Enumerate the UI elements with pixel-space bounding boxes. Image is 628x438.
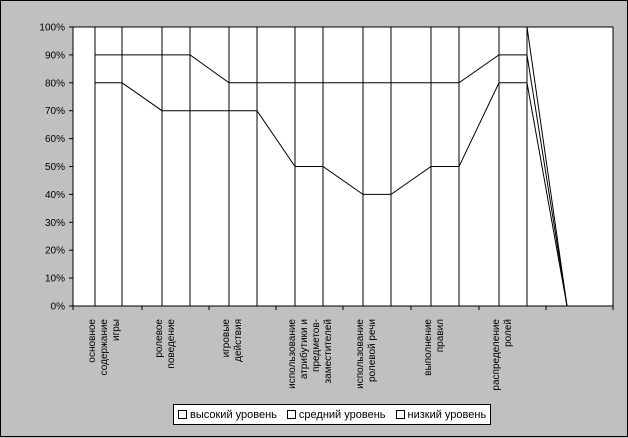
series-line-0 (95, 26, 568, 307)
legend-swatch-icon (395, 410, 405, 419)
legend: высокий уровень средний уровень низкий у… (173, 404, 492, 425)
category-label-line: игровые (221, 319, 232, 358)
category-label-line: использование (355, 319, 366, 389)
category-label-line: действия (233, 319, 244, 362)
y-tick-label: 40% (45, 190, 65, 201)
legend-swatch-icon (178, 410, 187, 419)
category-label: выполнение правил (423, 319, 446, 376)
category-label-line: выполнение (423, 319, 434, 376)
series-line-2 (95, 82, 568, 307)
legend-entry-medium: средний уровень (286, 408, 386, 421)
legend-entry-high: высокий уровень (178, 409, 277, 421)
category-label-line: игры (111, 319, 122, 341)
y-tick-label: 80% (45, 78, 65, 89)
category-label-line: поведение (166, 319, 177, 369)
y-tick-label: 100% (39, 23, 65, 34)
category-label: основное содержание игры (87, 319, 122, 376)
category-label: использование ролевой речи (355, 319, 378, 389)
y-tick-label: 10% (45, 274, 65, 285)
category-label-line: ролевое (154, 319, 165, 358)
category-label-line: правил (435, 319, 446, 352)
category-label-line: распределение (491, 319, 502, 391)
plot-area (72, 26, 614, 307)
category-label-line: содержание (99, 319, 110, 376)
category-label-line: атрибутики и (298, 319, 310, 379)
series-line-1 (95, 54, 568, 307)
legend-swatch-icon (286, 410, 296, 419)
y-tick-label: 20% (45, 246, 65, 257)
legend-label: низкий уровень (407, 408, 487, 421)
category-label-line: использование (287, 319, 298, 389)
category-label-line: предметов- (311, 319, 322, 372)
category-label-line: ролей (503, 319, 514, 347)
legend-label: высокий уровень (190, 408, 277, 421)
category-label: игровые действия (221, 319, 244, 362)
y-tick-label: 50% (45, 162, 65, 173)
y-tick-label: 90% (45, 50, 65, 61)
category-label: использование атрибутики и предметов-замес… (287, 319, 334, 389)
category-label-line: заместителей (323, 319, 334, 383)
y-tick-label: 60% (45, 134, 65, 145)
y-tick-label: 0% (51, 302, 66, 313)
y-tick-label: 70% (45, 106, 65, 117)
category-label-line: ролевой речи (367, 319, 378, 382)
y-tick-label: 30% (45, 218, 65, 229)
category-label: ролевое поведение (154, 319, 177, 369)
category-label: распределение ролей (491, 319, 514, 391)
legend-label: средний уровень (298, 408, 386, 421)
legend-entry-low: низкий уровень (395, 408, 487, 421)
category-label-line: основное (87, 319, 98, 363)
